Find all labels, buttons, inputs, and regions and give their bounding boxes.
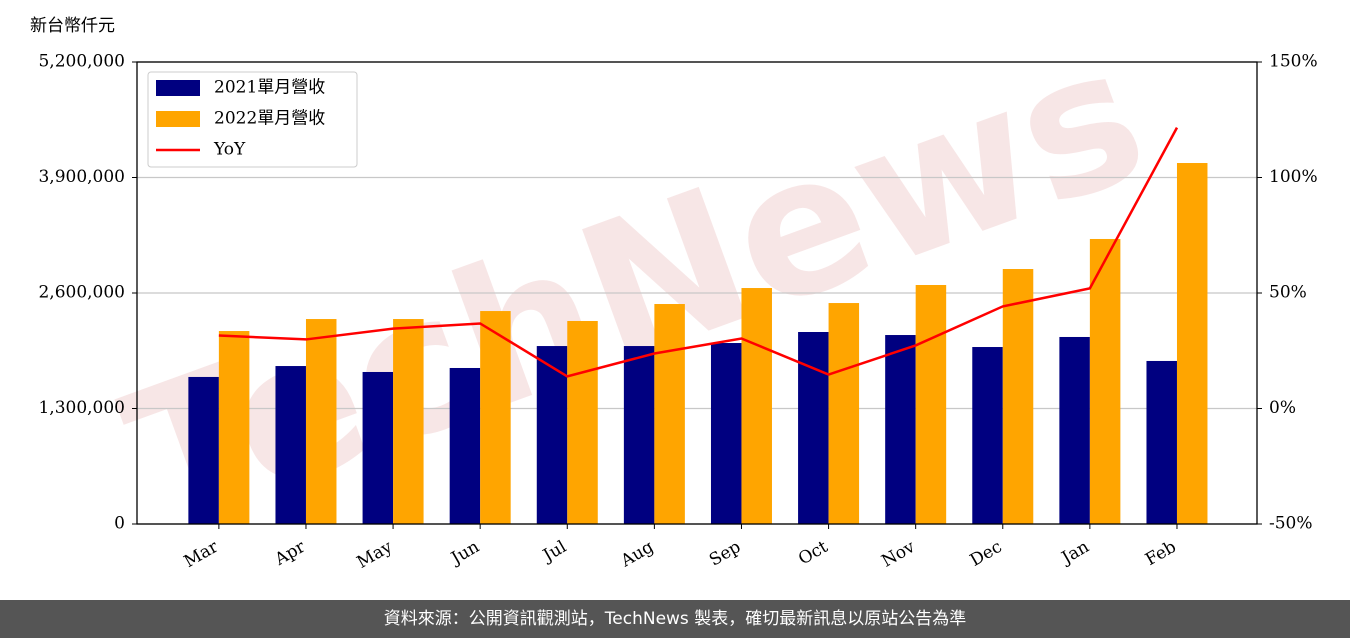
bar [741, 288, 772, 524]
y-tick-label: 3,900,000 [38, 167, 125, 187]
plot-frame [136, 61, 1258, 525]
y-tick-label: 5,200,000 [38, 52, 125, 72]
y2-tick-label: 50% [1269, 283, 1307, 303]
x-tick-label: Apr [271, 536, 310, 570]
y-tick-label: 2,600,000 [38, 283, 125, 303]
bar [1089, 238, 1121, 524]
line [218, 127, 1179, 378]
x-tick-label: May [354, 537, 397, 573]
bar [972, 347, 1003, 524]
x-tick-label: Oct [795, 537, 831, 570]
footer-text: 資料來源：公開資訊觀測站，TechNews 製表，確切最新訊息以原站公告為準 [384, 609, 966, 629]
y-tick-label: 0 [114, 514, 125, 534]
y2-tick-label: -50% [1269, 514, 1313, 534]
bar [885, 335, 916, 524]
x-tick-label: Aug [617, 537, 658, 572]
legend-swatch [156, 80, 200, 96]
footer-band [0, 600, 1350, 638]
x-tick-label: Feb [1142, 537, 1180, 570]
y2-tick-label: 0% [1269, 398, 1296, 418]
bar [710, 343, 742, 524]
x-tick-label: Nov [878, 537, 918, 572]
bar [567, 320, 598, 524]
legend-swatch [156, 111, 200, 127]
bar [623, 346, 655, 524]
bar [188, 376, 219, 524]
x-tick-label: Jun [446, 537, 483, 570]
bar [275, 366, 306, 524]
bar [798, 332, 829, 524]
x-tick-label: Jan [1057, 537, 1093, 569]
legend-box [147, 71, 358, 168]
legend-label: 2022單月營收 [214, 109, 325, 129]
bar [536, 346, 568, 524]
x-tick-label: Dec [967, 537, 1006, 571]
y-tick-label: 1,300,000 [38, 398, 125, 418]
y2-tick-label: 100% [1269, 167, 1318, 187]
x-tick-label: Jul [538, 537, 570, 567]
bar [362, 371, 394, 524]
bar [915, 285, 947, 524]
bar [393, 319, 424, 524]
bar [1146, 360, 1177, 524]
bar [1176, 163, 1208, 525]
bar [828, 303, 860, 524]
bar [480, 311, 511, 524]
bar [1059, 336, 1090, 524]
y-axis-label: 新台幣仟元 [30, 16, 115, 36]
legend: 2021單月營收 2022單月營收 YoY [147, 71, 358, 168]
x-tick-label: Sep [706, 537, 744, 571]
bar [449, 367, 481, 524]
legend-label: YoY [213, 140, 246, 160]
legend-label: 2021單月營收 [214, 78, 325, 98]
y2-tick-label: 150% [1269, 52, 1318, 72]
bar [305, 319, 337, 524]
bar [1002, 269, 1034, 524]
bar [654, 304, 685, 524]
bar [218, 331, 250, 524]
